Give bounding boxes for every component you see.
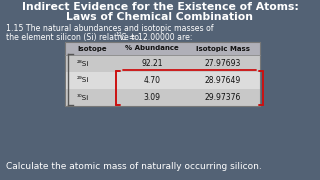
Text: Isotope: Isotope xyxy=(77,46,107,51)
Text: % Abundance: % Abundance xyxy=(125,46,179,51)
Text: ²⁸Si: ²⁸Si xyxy=(77,60,89,66)
Text: 28.97649: 28.97649 xyxy=(204,76,241,85)
Text: 92.21: 92.21 xyxy=(141,59,163,68)
Text: Calculate the atomic mass of naturally occurring silicon.: Calculate the atomic mass of naturally o… xyxy=(6,162,262,171)
Text: the element silicon (Si) relative to: the element silicon (Si) relative to xyxy=(6,33,141,42)
Text: 4.70: 4.70 xyxy=(143,76,161,85)
Text: C = 12.00000 are:: C = 12.00000 are: xyxy=(121,33,192,42)
Bar xyxy=(65,55,260,72)
Text: 27.97693: 27.97693 xyxy=(204,59,241,68)
Text: Laws of Chemical Combination: Laws of Chemical Combination xyxy=(67,12,253,22)
Bar xyxy=(65,42,260,106)
Text: 12: 12 xyxy=(115,31,122,37)
Text: 1.15 The natural abundances and isotopic masses of: 1.15 The natural abundances and isotopic… xyxy=(6,24,213,33)
Bar xyxy=(65,42,260,55)
Bar xyxy=(65,72,260,89)
Text: ²⁹Si: ²⁹Si xyxy=(77,78,89,84)
Text: Isotopic Mass: Isotopic Mass xyxy=(196,46,250,51)
Text: ³⁰Si: ³⁰Si xyxy=(77,94,89,100)
Text: 29.97376: 29.97376 xyxy=(204,93,241,102)
Text: 3.09: 3.09 xyxy=(143,93,161,102)
Bar xyxy=(65,89,260,106)
Bar xyxy=(65,42,260,106)
Text: Indirect Evidence for the Existence of Atoms:: Indirect Evidence for the Existence of A… xyxy=(21,2,299,12)
